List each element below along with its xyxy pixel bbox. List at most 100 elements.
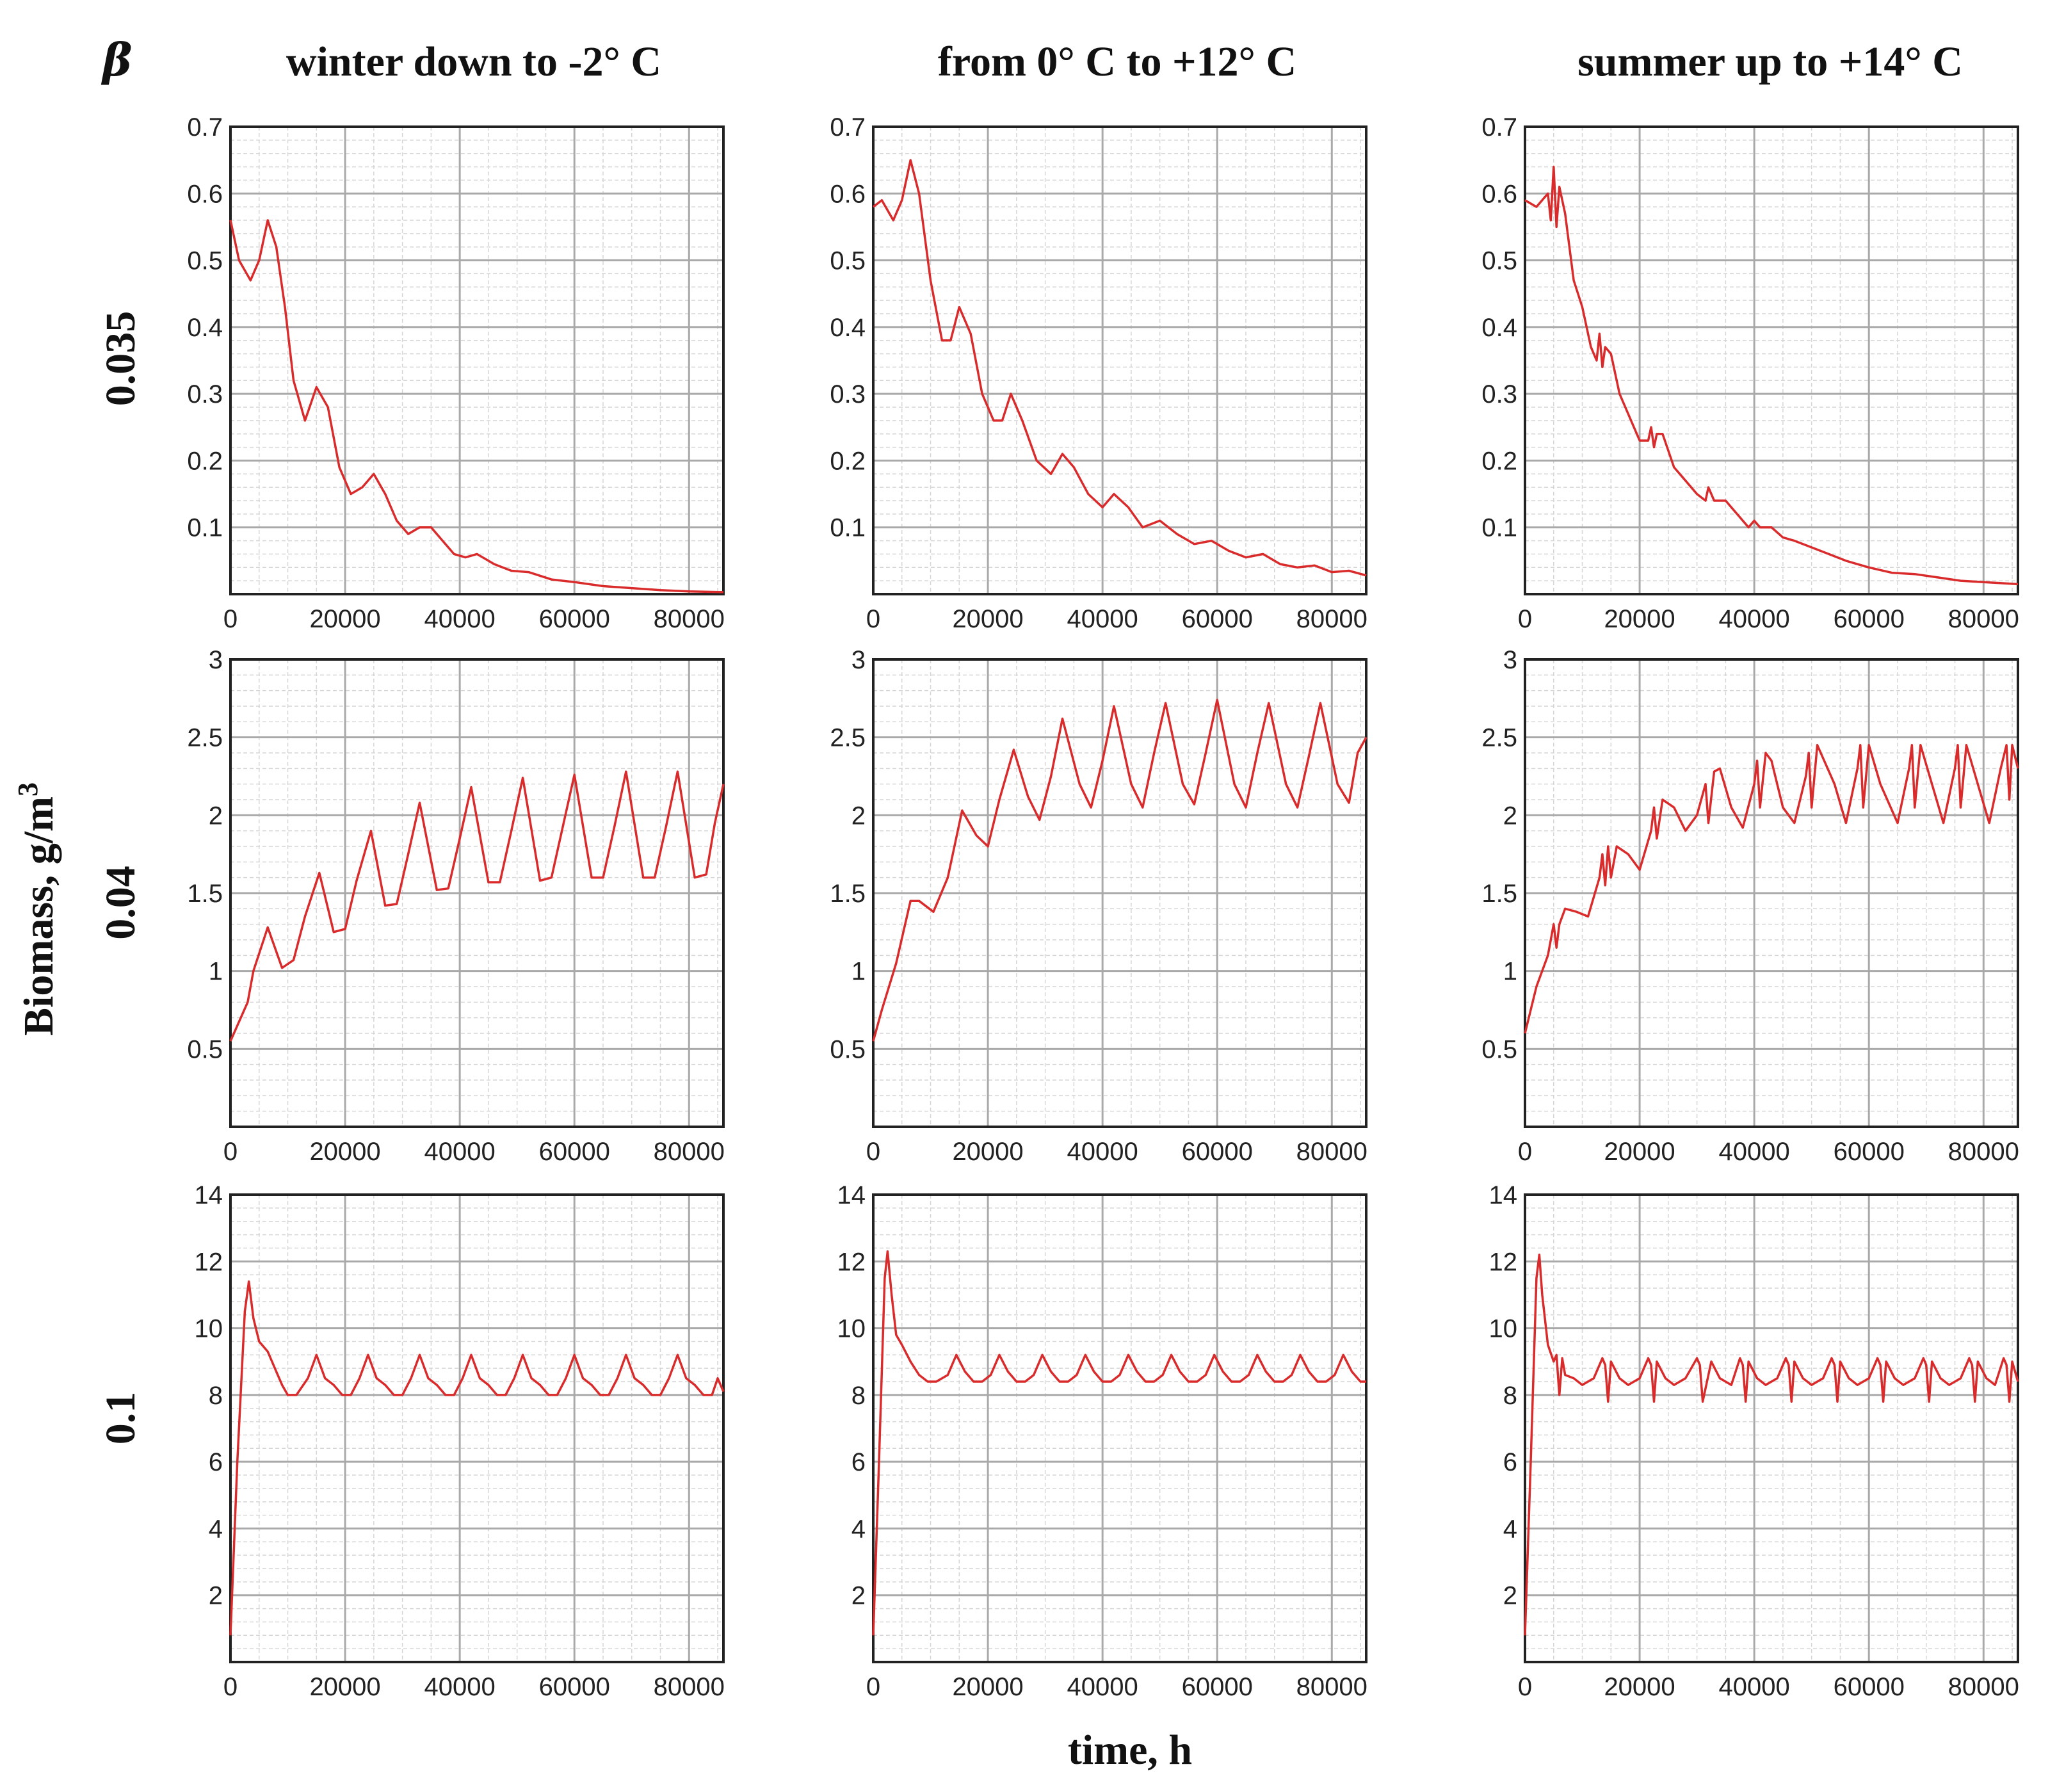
panel-01-mild-y-tick-label: 14 xyxy=(837,1181,866,1209)
panel-0035-winter-x-tick-label: 0 xyxy=(223,605,238,633)
panel-004-mild-y-tick-label: 2.5 xyxy=(830,724,866,752)
panel-0035-mild-x-tick-label: 60000 xyxy=(1182,605,1253,633)
panel-004-mild-x-tick-label: 40000 xyxy=(1067,1138,1138,1166)
panel-0035-winter: 0 20000 40000 60000 80000 0.1 0.2 0.3 0.4 0.5 0.6 0… xyxy=(187,113,725,633)
panel-0035-summer-y-tick-label: 0.3 xyxy=(1481,380,1517,408)
panel-0035-summer-x-tick-label: 60000 xyxy=(1834,605,1905,633)
panel-0035-summer-x-tick-label: 20000 xyxy=(1604,605,1675,633)
panel-0035-summer-series-line xyxy=(1524,165,2019,586)
panel-01-summer: 0 20000 40000 60000 80000 2 4 6 8 10 12 14 xyxy=(1489,1181,2019,1701)
panel-01-mild-x-tick-label: 0 xyxy=(866,1673,880,1701)
panel-0035-winter-y-tick-label: 0.6 xyxy=(187,180,223,208)
panel-004-winter-series-line xyxy=(229,770,725,1042)
panel-004-summer-frame xyxy=(1524,658,2019,1128)
panel-0035-summer-y-tick-label: 0.4 xyxy=(1481,314,1517,342)
panel-01-summer-x-tick-label: 60000 xyxy=(1834,1673,1905,1701)
panel-0035-mild-x-tick-label: 0 xyxy=(866,605,880,633)
panel-01-mild: 0 20000 40000 60000 80000 2 4 6 8 10 12 14 xyxy=(837,1181,1367,1701)
panel-01-mild-frame xyxy=(872,1193,1367,1663)
column-title-winter: winter down to -2° C xyxy=(286,38,661,85)
panel-0035-mild-x-tick-label: 40000 xyxy=(1067,605,1138,633)
panel-004-mild-x-tick-label: 80000 xyxy=(1296,1138,1367,1166)
column-title-mild: from 0° C to +12° C xyxy=(938,38,1296,85)
panel-004-summer-series-line xyxy=(1524,744,2019,1034)
panel-004-winter-x-tick-label: 80000 xyxy=(654,1138,725,1166)
panel-0035-summer-x-tick-label: 0 xyxy=(1518,605,1532,633)
panel-004-mild-x-tick-label: 60000 xyxy=(1182,1138,1253,1166)
panel-01-mild-y-tick-label: 6 xyxy=(851,1448,866,1476)
panel-0035-mild-series-line xyxy=(872,159,1367,577)
panel-004-summer-y-tick-label: 2 xyxy=(1503,802,1517,830)
panel-004-summer-x-tick-label: 60000 xyxy=(1834,1138,1905,1166)
panel-01-winter-frame xyxy=(229,1193,725,1663)
panel-004-summer-y-tick-label: 1.5 xyxy=(1481,880,1517,908)
panel-0035-summer-y-tick-label: 0.5 xyxy=(1481,247,1517,275)
panel-0035-summer-y-tick-label: 0.7 xyxy=(1481,113,1517,141)
panel-01-winter-x-tick-label: 40000 xyxy=(424,1673,496,1701)
panel-01-summer-y-tick-label: 14 xyxy=(1489,1181,1518,1209)
panel-004-winter-y-tick-label: 1 xyxy=(209,958,223,986)
panel-004-winter-x-tick-label: 40000 xyxy=(424,1138,496,1166)
panel-0035-winter-x-tick-label: 20000 xyxy=(309,605,380,633)
panel-004-winter-x-tick-label: 20000 xyxy=(309,1138,380,1166)
panel-004-summer-x-tick-label: 0 xyxy=(1518,1138,1532,1166)
panel-0035-mild-x-tick-label: 80000 xyxy=(1296,605,1367,633)
panel-0035-mild: 0 20000 40000 60000 80000 0.1 0.2 0.3 0.4 0.5 0.6 0… xyxy=(830,113,1367,633)
panel-004-mild-x-tick-label: 20000 xyxy=(952,1138,1023,1166)
panel-01-summer-frame xyxy=(1524,1193,2019,1663)
panel-01-winter-y-tick-label: 10 xyxy=(195,1315,223,1343)
panel-0035-summer-y-tick-label: 0.6 xyxy=(1481,180,1517,208)
panel-01-winter-y-tick-label: 14 xyxy=(195,1181,223,1209)
panel-004-winter: 0 20000 40000 60000 80000 0.5 1 1.5 2 2.5 3 xyxy=(187,646,725,1166)
panel-01-mild-y-tick-label: 10 xyxy=(837,1315,866,1343)
panel-004-summer-x-tick-label: 40000 xyxy=(1719,1138,1790,1166)
panel-01-summer-y-tick-label: 12 xyxy=(1489,1248,1518,1276)
panel-01-mild-x-tick-label: 60000 xyxy=(1182,1673,1253,1701)
y-axis-title-main: Biomass, g/m xyxy=(15,796,62,1036)
panel-01-summer-x-tick-label: 0 xyxy=(1518,1673,1532,1701)
panel-0035-winter-x-tick-label: 40000 xyxy=(424,605,496,633)
panel-01-mild-x-tick-label: 40000 xyxy=(1067,1673,1138,1701)
panel-004-winter-y-tick-label: 0.5 xyxy=(187,1035,223,1063)
panel-0035-mild-frame xyxy=(872,125,1367,595)
panel-0035-mild-y-tick-label: 0.5 xyxy=(830,247,866,275)
panel-0035-winter-y-tick-label: 0.7 xyxy=(187,113,223,141)
panel-01-winter-y-tick-label: 4 xyxy=(209,1515,223,1543)
panel-01-winter-y-tick-label: 2 xyxy=(209,1582,223,1610)
panel-0035-mild-y-tick-label: 0.6 xyxy=(830,180,866,208)
row-label-0035: 0.035 xyxy=(97,311,144,407)
panel-01-mild-x-tick-label: 20000 xyxy=(952,1673,1023,1701)
panel-01-mild-series-line xyxy=(872,1250,1366,1636)
panel-004-mild-y-tick-label: 3 xyxy=(851,646,866,674)
panel-01-summer-x-tick-label: 20000 xyxy=(1604,1673,1675,1701)
panel-004-winter-frame xyxy=(229,658,725,1128)
x-axis-title: time, h xyxy=(1068,1727,1192,1773)
panel-01-summer-y-tick-label: 8 xyxy=(1503,1382,1517,1410)
panel-0035-mild-y-tick-label: 0.7 xyxy=(830,113,866,141)
panel-01-mild-y-tick-label: 12 xyxy=(837,1248,866,1276)
panel-004-summer-y-tick-label: 1 xyxy=(1503,958,1517,986)
panel-004-summer-y-tick-label: 0.5 xyxy=(1481,1035,1517,1063)
row-label-004: 0.04 xyxy=(97,866,144,940)
panel-0035-winter-y-tick-label: 0.2 xyxy=(187,447,223,475)
panel-01-winter-series-line xyxy=(229,1280,725,1636)
column-title-summer: summer up to +14° C xyxy=(1577,38,1963,85)
panel-0035-winter-y-tick-label: 0.1 xyxy=(187,514,223,542)
panel-01-summer-series-line xyxy=(1524,1254,2019,1636)
panel-004-winter-y-tick-label: 1.5 xyxy=(187,880,223,908)
row-label-01: 0.1 xyxy=(97,1392,144,1445)
panel-01-mild-y-tick-label: 2 xyxy=(851,1582,866,1610)
panel-01-mild-y-tick-label: 4 xyxy=(851,1515,866,1543)
panel-004-mild-x-tick-label: 0 xyxy=(866,1138,880,1166)
panel-0035-mild-y-tick-label: 0.1 xyxy=(830,514,866,542)
beta-label: β xyxy=(101,33,132,86)
panel-0035-winter-frame xyxy=(229,125,725,595)
panels: 0 20000 40000 60000 800000.10.20.30.40.50.60… xyxy=(187,113,2019,1701)
y-axis-title-superscript: 3 xyxy=(12,782,44,796)
panel-0035-summer-x-tick-label: 40000 xyxy=(1719,605,1790,633)
panel-0035-summer-x-tick-label: 80000 xyxy=(1948,605,2019,633)
panel-004-mild-y-tick-label: 2 xyxy=(851,802,866,830)
panel-01-summer-y-tick-label: 6 xyxy=(1503,1448,1517,1476)
panel-004-winter-y-tick-label: 2.5 xyxy=(187,724,223,752)
